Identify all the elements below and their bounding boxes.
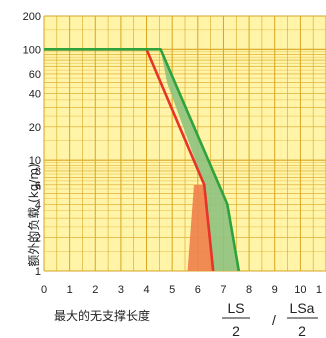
x-tick-label: 10 (294, 284, 306, 296)
y-tick-label: 60 (29, 69, 41, 81)
formula-num2: LSa (290, 300, 315, 316)
x-axis-formula: LS 2 / LSa 2 (222, 300, 318, 338)
y-tick-label: 1 (35, 266, 41, 278)
y-tick-label: 200 (23, 11, 41, 23)
formula-sep: / (272, 312, 276, 328)
x-tick-label: 4 (143, 284, 149, 296)
y-tick-label: 40 (29, 88, 41, 100)
formula-den1: 2 (232, 323, 240, 338)
x-tick-label: 3 (118, 284, 124, 296)
x-tick-label: 2 (92, 284, 98, 296)
x-tick-label: 7 (220, 284, 226, 296)
formula-den2: 2 (298, 323, 306, 338)
y-tick-label: 20 (29, 122, 41, 134)
x-tick-label: 0 (41, 284, 47, 296)
y-tick-label: 100 (23, 44, 41, 56)
y-axis-title: 额外的负载 (kg/m) (26, 163, 41, 266)
x-tick-label: 8 (246, 284, 252, 296)
x-tick-label: 9 (272, 284, 278, 296)
x-tick-label: 6 (195, 284, 201, 296)
x-tick-label: 1 (316, 284, 322, 296)
x-tick-label: 5 (169, 284, 175, 296)
x-tick-label: 1 (67, 284, 73, 296)
formula-num1: LS (227, 300, 244, 316)
x-axis-title: 最大的无支撑长度 (54, 308, 150, 323)
